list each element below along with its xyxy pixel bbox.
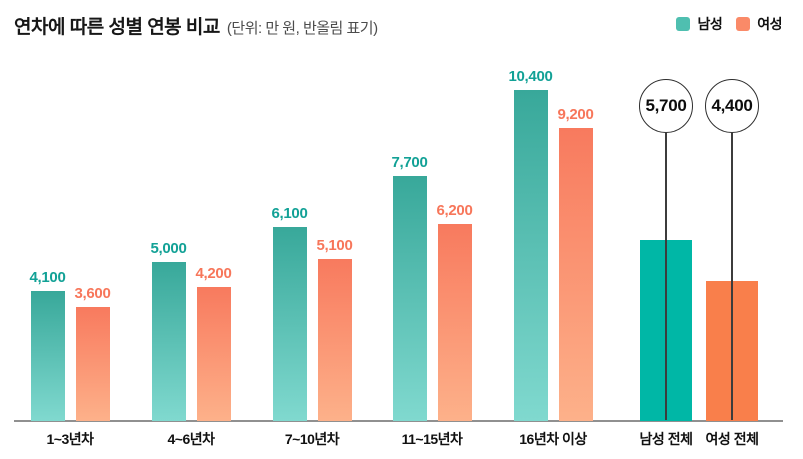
legend-label-female: 여성 [757,16,782,32]
female-bar [75,307,110,421]
female-bar [437,224,472,421]
male-bar-value: 7,700 [391,154,428,171]
legend-label-male: 남성 [697,16,723,32]
male-total-value-badge: 5,700 [639,79,693,133]
category-label: 7~10년차 [284,431,340,447]
male-bar-value: 4,100 [29,269,66,286]
female-bar-value: 9,200 [557,106,594,123]
male-color-swatch [676,17,691,31]
x-axis-line [14,420,783,422]
female-total-pointer-line [731,133,733,420]
male-bar [151,262,186,421]
female-bar [196,287,231,421]
female-bar-value: 4,200 [195,265,232,282]
female-bar-value: 5,100 [316,237,353,254]
legend: 남성 여성 [676,14,782,34]
category-label: 4~6년차 [167,431,215,447]
category-label: 11~15년차 [401,431,463,447]
female-bar-value: 6,200 [436,202,473,219]
male-bar-value: 6,100 [271,205,308,222]
legend-item-female: 여성 [736,14,782,34]
female-color-swatch [736,17,751,31]
female-bar-value: 3,600 [74,285,111,302]
chart-subtitle: (단위: 만 원, 반올림 표기) [226,20,378,37]
category-label: 남성 전체 [639,431,693,447]
female-bar [317,259,352,421]
male-bar-value: 5,000 [150,240,187,257]
male-bar [30,291,65,421]
chart-title: 연차에 따른 성별 연봉 비교 [14,17,220,38]
female-bar [558,128,593,421]
header: 연차에 따른 성별 연봉 비교 (단위: 만 원, 반올림 표기) [14,12,378,39]
legend-item-male: 남성 [676,14,723,34]
male-bar [392,176,427,421]
female-total-value-badge: 4,400 [705,79,759,133]
male-total-pointer-line [665,133,667,420]
category-label: 16년차 이상 [519,431,587,447]
male-bar-value: 10,400 [508,68,553,85]
category-label: 1~3년차 [46,431,94,447]
male-bar [513,90,548,421]
male-bar [272,227,307,421]
category-label: 여성 전체 [705,431,759,447]
